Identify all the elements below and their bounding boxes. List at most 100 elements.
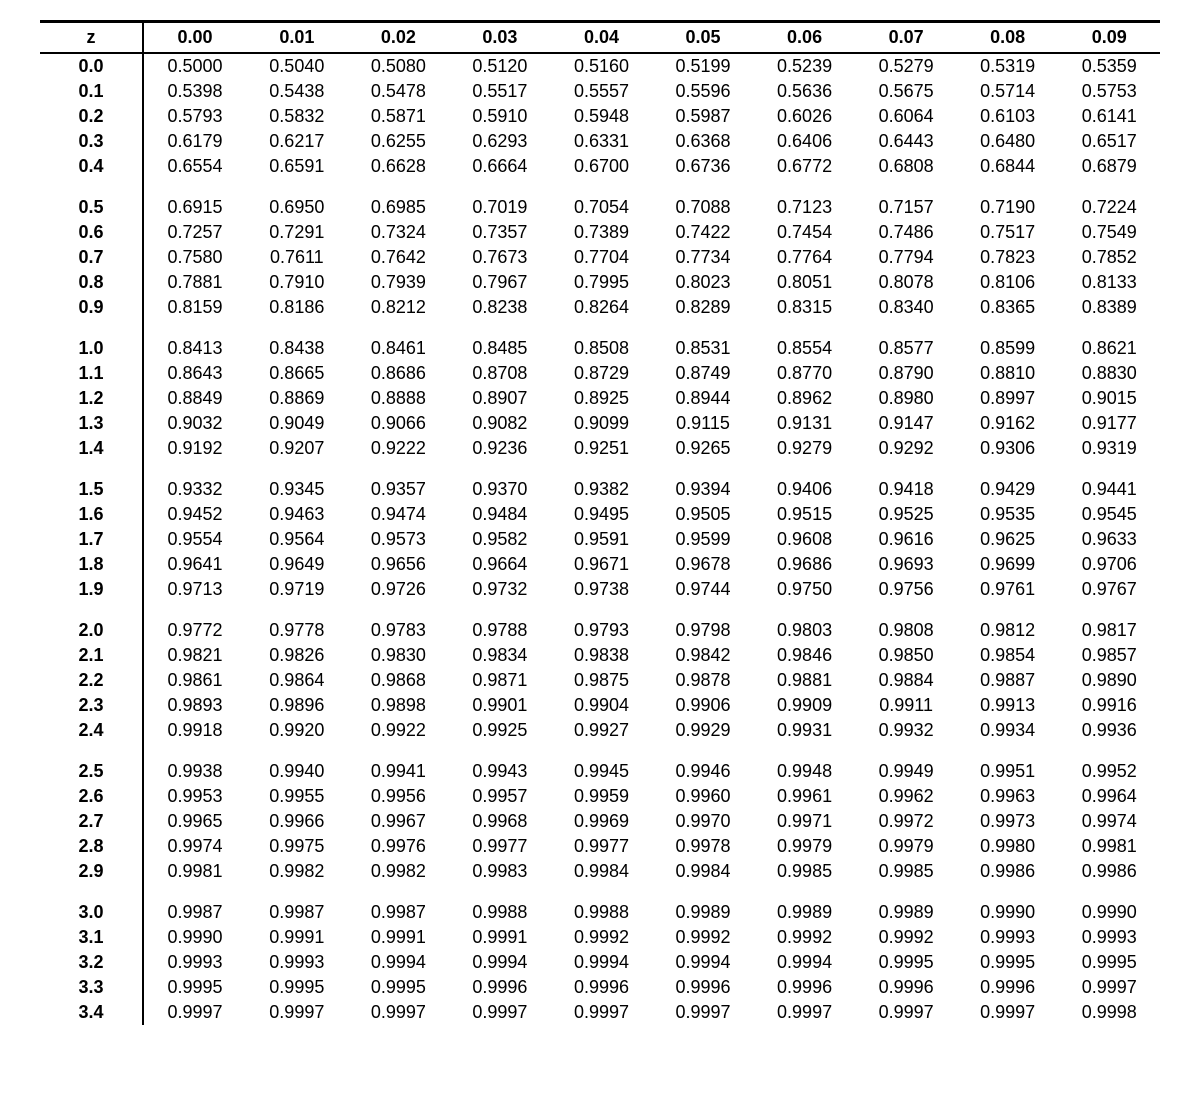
cell: 0.5160 <box>551 53 653 79</box>
cell: 0.9962 <box>855 784 957 809</box>
cell: 0.7852 <box>1058 245 1160 270</box>
cell: 0.9535 <box>957 502 1059 527</box>
cell: 0.9986 <box>957 859 1059 884</box>
row-header: 0.5 <box>40 179 143 220</box>
cell: 0.9049 <box>246 411 348 436</box>
row-header: 3.1 <box>40 925 143 950</box>
cell: 0.9988 <box>449 884 551 925</box>
table-row: 1.80.96410.96490.96560.96640.96710.96780… <box>40 552 1160 577</box>
cell: 0.9911 <box>855 693 957 718</box>
cell: 0.9582 <box>449 527 551 552</box>
cell: 0.5517 <box>449 79 551 104</box>
row-header: 0.9 <box>40 295 143 320</box>
cell: 0.9251 <box>551 436 653 461</box>
cell: 0.9964 <box>1058 784 1160 809</box>
cell: 0.9990 <box>1058 884 1160 925</box>
cell: 0.9931 <box>754 718 856 743</box>
cell: 0.9941 <box>348 743 450 784</box>
cell: 0.7054 <box>551 179 653 220</box>
cell: 0.9772 <box>143 602 246 643</box>
table-row: 0.30.61790.62170.62550.62930.63310.63680… <box>40 129 1160 154</box>
cell: 0.7910 <box>246 270 348 295</box>
cell: 0.9922 <box>348 718 450 743</box>
cell: 0.5714 <box>957 79 1059 104</box>
table-row: 0.80.78810.79100.79390.79670.79950.80230… <box>40 270 1160 295</box>
cell: 0.9418 <box>855 461 957 502</box>
row-header: 1.7 <box>40 527 143 552</box>
cell: 0.7794 <box>855 245 957 270</box>
cell: 0.9868 <box>348 668 450 693</box>
table-row: 0.90.81590.81860.82120.82380.82640.82890… <box>40 295 1160 320</box>
cell: 0.9963 <box>957 784 1059 809</box>
cell: 0.9881 <box>754 668 856 693</box>
header-row: z 0.000.010.020.030.040.050.060.070.080.… <box>40 22 1160 54</box>
cell: 0.7157 <box>855 179 957 220</box>
cell: 0.9990 <box>957 884 1059 925</box>
cell: 0.9671 <box>551 552 653 577</box>
cell: 0.5199 <box>652 53 754 79</box>
cell: 0.9997 <box>754 1000 856 1025</box>
cell: 0.9484 <box>449 502 551 527</box>
cell: 0.6591 <box>246 154 348 179</box>
cell: 0.7580 <box>143 245 246 270</box>
cell: 0.7019 <box>449 179 551 220</box>
row-header: 0.6 <box>40 220 143 245</box>
row-header: 0.2 <box>40 104 143 129</box>
cell: 0.9951 <box>957 743 1059 784</box>
cell: 0.9838 <box>551 643 653 668</box>
row-header: 0.1 <box>40 79 143 104</box>
row-header: 0.4 <box>40 154 143 179</box>
cell: 0.9955 <box>246 784 348 809</box>
cell: 0.6772 <box>754 154 856 179</box>
cell: 0.9066 <box>348 411 450 436</box>
row-header: 1.5 <box>40 461 143 502</box>
cell: 0.9545 <box>1058 502 1160 527</box>
cell: 0.9319 <box>1058 436 1160 461</box>
cell: 0.6915 <box>143 179 246 220</box>
cell: 0.9463 <box>246 502 348 527</box>
cell: 0.6700 <box>551 154 653 179</box>
cell: 0.6406 <box>754 129 856 154</box>
cell: 0.7257 <box>143 220 246 245</box>
cell: 0.9961 <box>754 784 856 809</box>
column-header: 0.04 <box>551 22 653 54</box>
cell: 0.9967 <box>348 809 450 834</box>
cell: 0.9989 <box>754 884 856 925</box>
cell: 0.7611 <box>246 245 348 270</box>
cell: 0.5398 <box>143 79 246 104</box>
cell: 0.5948 <box>551 104 653 129</box>
cell: 0.9989 <box>652 884 754 925</box>
cell: 0.9394 <box>652 461 754 502</box>
cell: 0.9997 <box>957 1000 1059 1025</box>
cell: 0.9991 <box>348 925 450 950</box>
cell: 0.9192 <box>143 436 246 461</box>
cell: 0.9625 <box>957 527 1059 552</box>
cell: 0.5675 <box>855 79 957 104</box>
table-row: 2.30.98930.98960.98980.99010.99040.99060… <box>40 693 1160 718</box>
cell: 0.9904 <box>551 693 653 718</box>
cell: 0.9147 <box>855 411 957 436</box>
cell: 0.8531 <box>652 320 754 361</box>
cell: 0.9995 <box>1058 950 1160 975</box>
cell: 0.6554 <box>143 154 246 179</box>
cell: 0.9940 <box>246 743 348 784</box>
column-header: 0.05 <box>652 22 754 54</box>
cell: 0.9878 <box>652 668 754 693</box>
column-header: 0.09 <box>1058 22 1160 54</box>
cell: 0.9925 <box>449 718 551 743</box>
cell: 0.9656 <box>348 552 450 577</box>
cell: 0.5080 <box>348 53 450 79</box>
cell: 0.9798 <box>652 602 754 643</box>
table-row: 1.00.84130.84380.84610.84850.85080.85310… <box>40 320 1160 361</box>
cell: 0.8869 <box>246 386 348 411</box>
cell: 0.9744 <box>652 577 754 602</box>
table-row: 0.10.53980.54380.54780.55170.55570.55960… <box>40 79 1160 104</box>
row-header: 2.0 <box>40 602 143 643</box>
cell: 0.9505 <box>652 502 754 527</box>
table-row: 2.50.99380.99400.99410.99430.99450.99460… <box>40 743 1160 784</box>
cell: 0.9991 <box>449 925 551 950</box>
table-row: 2.80.99740.99750.99760.99770.99770.99780… <box>40 834 1160 859</box>
cell: 0.8849 <box>143 386 246 411</box>
cell: 0.9943 <box>449 743 551 784</box>
cell: 0.9993 <box>1058 925 1160 950</box>
